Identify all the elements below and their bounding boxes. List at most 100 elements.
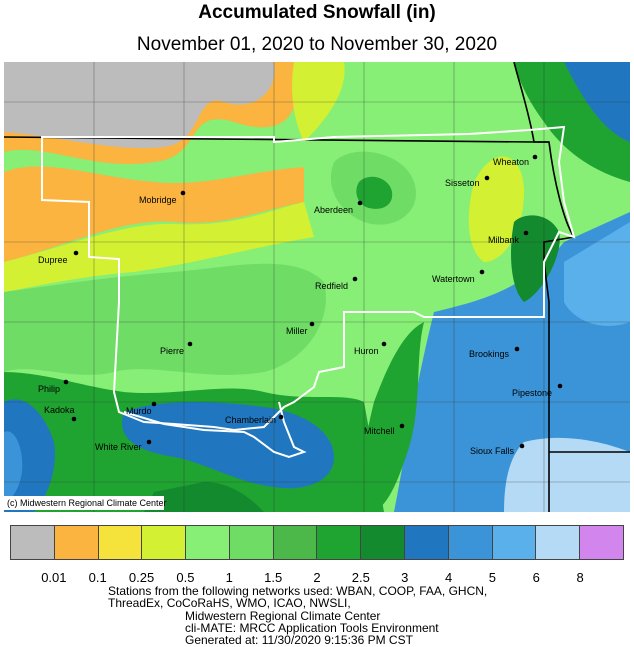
city-label: Milbank [488, 235, 520, 245]
legend-label: 6 [532, 570, 540, 585]
legend-label: 1 [225, 570, 233, 585]
city-chamberlain: Chamberlain [225, 414, 284, 425]
legend-label: 5 [488, 570, 497, 585]
city-label: Redfield [315, 281, 348, 291]
forecast-area-boundary [41, 125, 576, 459]
city-wheaton: Wheaton [493, 154, 538, 167]
city-sioux-falls: Sioux Falls [470, 443, 525, 456]
legend-labels: 0.01 0.1 0.25 0.5 1 1.5 2 2.5 3 4 5 6 8 [10, 570, 624, 586]
city-label: Mitchell [364, 426, 395, 436]
city-dot [73, 250, 79, 256]
city-dot [278, 414, 284, 420]
city-dot [484, 175, 490, 181]
footer-line-5: Generated at: 11/30/2020 9:15:36 PM CST [185, 633, 413, 647]
legend-swatch [492, 526, 537, 559]
city-label: White River [95, 442, 142, 452]
city-label: Wheaton [493, 157, 529, 167]
legend-swatch [54, 526, 99, 559]
city-mobridge: Mobridge [139, 190, 186, 205]
city-dot [352, 276, 358, 282]
city-dot [63, 379, 69, 385]
footer-line-2: ThreadEx, CoCoRaHS, WMO, ICAO, NWSLI, [108, 596, 351, 610]
city-dot [514, 346, 520, 352]
city-brookings: Brookings [469, 346, 520, 359]
city-dot [71, 416, 77, 422]
city-label: Philip [38, 384, 60, 394]
city-murdo: Murdo [126, 401, 157, 416]
legend-label: 0.1 [88, 570, 107, 585]
city-label: Watertown [432, 274, 475, 284]
legend-swatch [448, 526, 493, 559]
city-white-river: White River [95, 439, 152, 452]
legend-swatch [229, 526, 274, 559]
city-dupree: Dupree [38, 250, 79, 265]
credit-text: (c) Midwestern Regional Climate Center [7, 498, 167, 508]
city-dot [381, 341, 387, 347]
city-label: Murdo [126, 406, 152, 416]
legend-color-bar [10, 525, 624, 560]
legend-swatch [361, 526, 406, 559]
city-dot [187, 341, 193, 347]
legend-swatch [273, 526, 318, 559]
city-label: Sisseton [445, 178, 480, 188]
city-milbank: Milbank [488, 230, 529, 245]
city-philip: Philip [38, 379, 69, 394]
county-lines [4, 62, 630, 512]
footer-line-4: cli-MATE: MRCC Application Tools Environ… [185, 621, 439, 635]
legend-swatch [317, 526, 362, 559]
city-dot [146, 439, 152, 445]
snowfall-contours [4, 62, 630, 512]
legend-label: 0.25 [128, 570, 155, 585]
city-miller: Miller [286, 321, 315, 336]
city-pipestone: Pipestone [512, 383, 563, 398]
footer-line-3: Midwestern Regional Climate Center [185, 609, 381, 623]
legend-swatch [98, 526, 143, 559]
legend-label: 4 [444, 570, 453, 585]
city-kadoka: Kadoka [44, 405, 77, 422]
city-dot [519, 443, 525, 449]
city-pierre: Pierre [160, 341, 193, 356]
legend-label: 0.01 [41, 570, 67, 585]
city-dot [479, 269, 485, 275]
map-title: Accumulated Snowfall (in) [198, 2, 436, 23]
city-dot [309, 321, 315, 327]
city-label: Mobridge [139, 195, 177, 205]
city-label: Pipestone [512, 388, 552, 398]
city-dot [399, 423, 405, 429]
legend-swatch [142, 526, 187, 559]
city-markers: Mobridge Dupree Aberdeen Sisseton Wheaton Mil… [38, 154, 563, 456]
city-dot [151, 401, 157, 407]
city-mitchell: Mitchell [364, 423, 405, 436]
legend-label: 1.5 [264, 570, 283, 585]
city-label: Huron [354, 346, 379, 356]
city-sisseton: Sisseton [445, 175, 490, 188]
city-label: Chamberlain [225, 415, 276, 425]
legend-label: 8 [576, 570, 584, 585]
city-label: Pierre [160, 346, 184, 356]
city-dot [180, 190, 186, 196]
legend-label: 2.5 [351, 570, 370, 585]
city-aberdeen: Aberdeen [314, 200, 363, 215]
city-redfield: Redfield [315, 276, 358, 291]
city-label: Kadoka [44, 405, 75, 415]
city-dot [532, 154, 538, 160]
city-huron: Huron [354, 341, 387, 356]
legend-label: 0.5 [176, 570, 195, 585]
city-dot [523, 230, 529, 236]
city-dot [357, 200, 363, 206]
legend-swatch [11, 526, 55, 559]
legend-swatch [580, 526, 623, 559]
legend-swatch [536, 526, 581, 559]
legend-label: 3 [401, 570, 409, 585]
city-label: Miller [286, 326, 308, 336]
snowfall-map: Mobridge Dupree Aberdeen Sisseton Wheaton Mil… [4, 62, 630, 512]
city-watertown: Watertown [432, 269, 485, 284]
city-dot [557, 383, 563, 389]
legend-swatch [186, 526, 230, 559]
map-subtitle: November 01, 2020 to November 30, 2020 [136, 34, 498, 55]
city-label: Aberdeen [314, 205, 353, 215]
city-label: Sioux Falls [470, 446, 515, 456]
credit-box [4, 496, 164, 510]
legend-swatch [405, 526, 449, 559]
city-label: Dupree [38, 255, 68, 265]
